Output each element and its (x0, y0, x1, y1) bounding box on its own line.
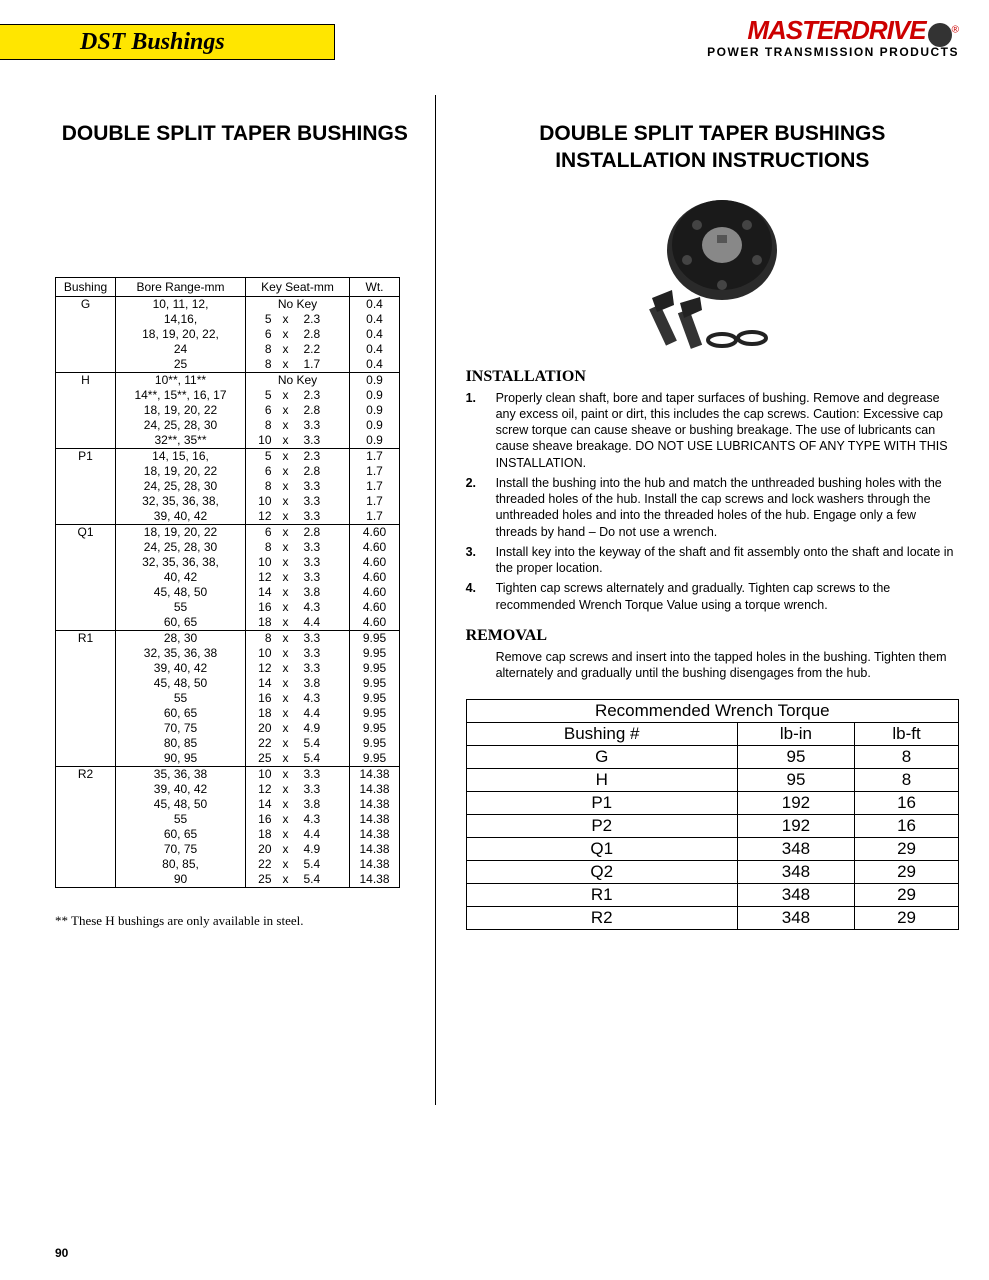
table-row: Q134829 (466, 838, 958, 861)
table-row: 14**, 15**, 16, 175x2.30.9 (56, 388, 400, 403)
instruction-item: 3.Install key into the keyway of the sha… (466, 544, 959, 577)
header-banner-text: DST Bushings (80, 29, 225, 56)
table-row: Q118, 19, 20, 226x2.84.60 (56, 525, 400, 541)
table-row: 90, 9525x5.49.95 (56, 751, 400, 767)
table-row: P119216 (466, 792, 958, 815)
table-row: R134829 (466, 884, 958, 907)
table-row: 5516x4.34.60 (56, 600, 400, 615)
table-row: 60, 6518x4.44.60 (56, 615, 400, 631)
col-header: Bushing (56, 278, 116, 297)
table-row: 60, 6518x4.49.95 (56, 706, 400, 721)
table-row: G958 (466, 746, 958, 769)
instruction-item: 2.Install the bushing into the hub and m… (466, 475, 959, 540)
product-image (622, 190, 802, 360)
instruction-item: 4.Tighten cap screws alternately and gra… (466, 580, 959, 613)
gear-icon (928, 23, 952, 47)
instruction-item: 1.Properly clean shaft, bore and taper s… (466, 390, 959, 471)
table-row: 39, 40, 4212x3.314.38 (56, 782, 400, 797)
removal-text: Remove cap screws and insert into the ta… (466, 649, 959, 682)
table-row: 39, 40, 4212x3.31.7 (56, 509, 400, 525)
col-header: lb-in (737, 723, 854, 746)
col-header: Wt. (350, 278, 400, 297)
table-row: 24, 25, 28, 308x3.30.9 (56, 418, 400, 433)
table-row: 32, 35, 36, 38,10x3.31.7 (56, 494, 400, 509)
left-column: DOUBLE SPLIT TAPER BUSHINGS BushingBore … (0, 90, 435, 1230)
col-header: Bushing # (466, 723, 737, 746)
table-row: 5516x4.314.38 (56, 812, 400, 827)
table-row: 40, 4212x3.34.60 (56, 570, 400, 585)
table-row: R234829 (466, 907, 958, 930)
col-header: Bore Range-mm (116, 278, 246, 297)
table-row: 18, 19, 20, 226x2.81.7 (56, 464, 400, 479)
table-row: H958 (466, 769, 958, 792)
table-row: 18, 19, 20, 22,6x2.80.4 (56, 327, 400, 342)
bushing-table: BushingBore Range-mmKey Seat-mmWt. G10, … (55, 277, 400, 888)
table-row: 9025x5.414.38 (56, 872, 400, 888)
left-title: DOUBLE SPLIT TAPER BUSHINGS (55, 120, 415, 147)
table-row: H10**, 11**No Key0.9 (56, 373, 400, 389)
footnote: ** These H bushings are only available i… (55, 913, 415, 929)
header-banner: DST Bushings (0, 24, 335, 60)
table-row: 5516x4.39.95 (56, 691, 400, 706)
table-row: 45, 48, 5014x3.89.95 (56, 676, 400, 691)
table-row: 80, 85,22x5.414.38 (56, 857, 400, 872)
right-title: DOUBLE SPLIT TAPER BUSHINGSINSTALLATION … (466, 120, 959, 175)
table-row: 32, 35, 36, 3810x3.39.95 (56, 646, 400, 661)
table-row: 24, 25, 28, 308x3.34.60 (56, 540, 400, 555)
logo: MASTERDRIVE® POWER TRANSMISSION PRODUCTS (707, 15, 959, 59)
table-row: 24, 25, 28, 308x3.31.7 (56, 479, 400, 494)
col-header: lb-ft (855, 723, 959, 746)
table-row: R128, 308x3.39.95 (56, 631, 400, 647)
right-column: DOUBLE SPLIT TAPER BUSHINGSINSTALLATION … (436, 90, 989, 1230)
removal-header: REMOVAL (466, 627, 959, 645)
table-row: G10, 11, 12,No Key0.4 (56, 297, 400, 313)
table-row: 248x2.20.4 (56, 342, 400, 357)
table-row: Q234829 (466, 861, 958, 884)
table-row: 45, 48, 5014x3.84.60 (56, 585, 400, 600)
table-row: P114, 15, 16,5x2.31.7 (56, 449, 400, 465)
torque-title: Recommended Wrench Torque (466, 700, 958, 723)
table-row: P219216 (466, 815, 958, 838)
installation-list: 1.Properly clean shaft, bore and taper s… (466, 390, 959, 613)
logo-sub: POWER TRANSMISSION PRODUCTS (707, 45, 959, 59)
table-row: 80, 8522x5.49.95 (56, 736, 400, 751)
table-row: 32**, 35**10x3.30.9 (56, 433, 400, 449)
installation-header: INSTALLATION (466, 368, 959, 386)
table-row: 14,16,5x2.30.4 (56, 312, 400, 327)
logo-main: MASTERDRIVE® (707, 15, 959, 47)
table-row: 32, 35, 36, 38,10x3.34.60 (56, 555, 400, 570)
table-row: R235, 36, 3810x3.314.38 (56, 767, 400, 783)
page-number: 90 (55, 1246, 68, 1260)
table-row: 70, 7520x4.99.95 (56, 721, 400, 736)
table-row: 70, 7520x4.914.38 (56, 842, 400, 857)
table-row: 258x1.70.4 (56, 357, 400, 373)
table-row: 18, 19, 20, 226x2.80.9 (56, 403, 400, 418)
col-header: Key Seat-mm (246, 278, 350, 297)
table-row: 45, 48, 5014x3.814.38 (56, 797, 400, 812)
torque-table: Recommended Wrench Torque Bushing #lb-in… (466, 699, 959, 930)
table-row: 39, 40, 4212x3.39.95 (56, 661, 400, 676)
table-row: 60, 6518x4.414.38 (56, 827, 400, 842)
